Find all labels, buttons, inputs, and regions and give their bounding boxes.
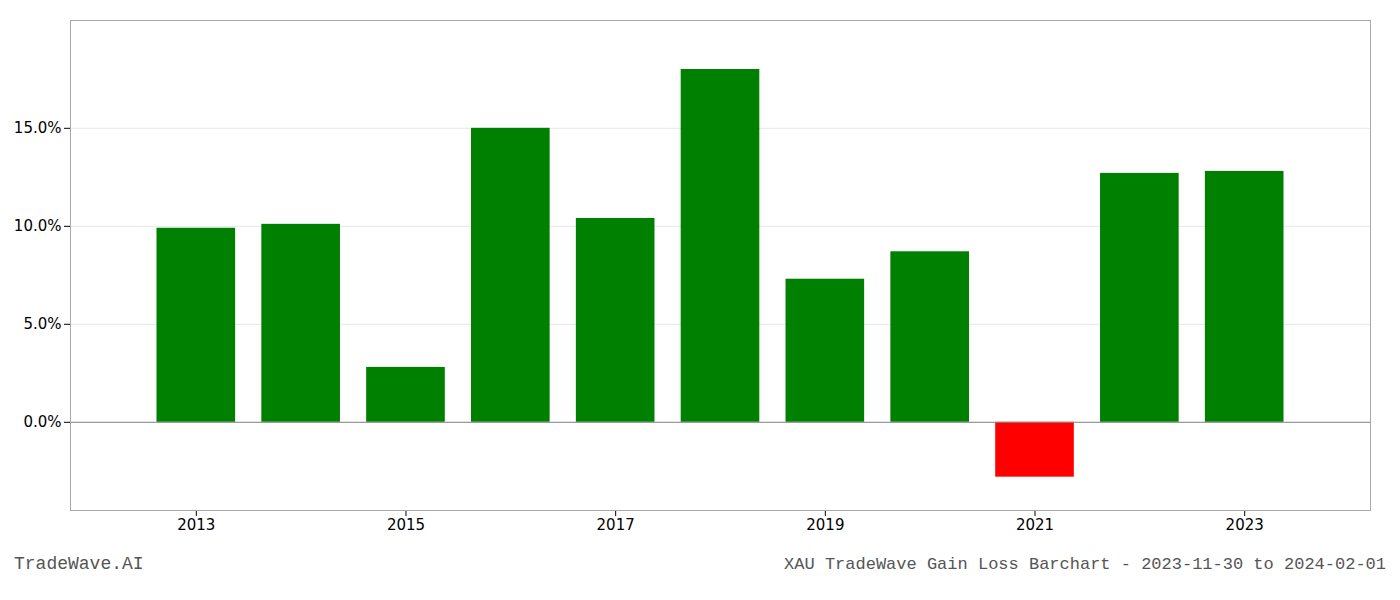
svg-text:2013: 2013	[177, 516, 215, 534]
html-text:XAU TradeWave Gain Loss Barcha: XAU TradeWave Gain Loss Barchart - 2023-…	[784, 555, 1386, 574]
svg-text:2015: 2015	[387, 516, 425, 534]
svg-text:0.0%: 0.0%	[23, 413, 61, 431]
svg-text:15.0%: 15.0%	[14, 119, 62, 137]
svg-text:2019: 2019	[806, 516, 844, 534]
svg-text:5.0%: 5.0%	[23, 315, 61, 333]
html-text:TradeWave.AI: TradeWave.AI	[14, 554, 144, 574]
svg-text:2023: 2023	[1226, 516, 1264, 534]
svg-text:10.0%: 10.0%	[14, 217, 62, 235]
svg-text:2017: 2017	[597, 516, 635, 534]
svg-text:2021: 2021	[1016, 516, 1054, 534]
